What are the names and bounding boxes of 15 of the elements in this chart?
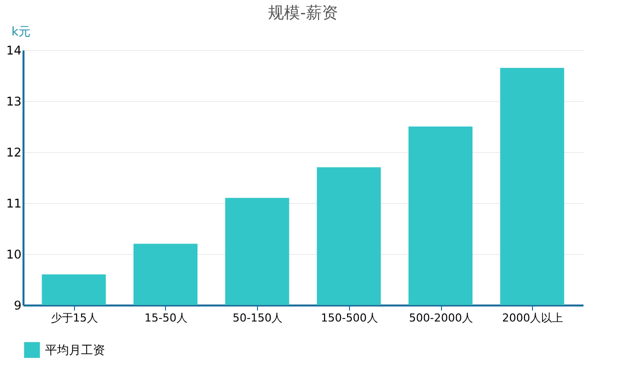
x-tick-label: 50-150人 — [232, 312, 283, 324]
x-tick-label: 150-500人 — [320, 312, 378, 324]
x-tick-label: 15-50人 — [144, 312, 188, 324]
y-tick-label: 12 — [6, 146, 22, 160]
y-tick-label: 14 — [6, 44, 22, 58]
y-axis-title: k元 — [12, 24, 30, 38]
y-tick-label: 10 — [6, 248, 22, 262]
x-tick-label: 500-2000人 — [409, 312, 473, 324]
y-tick-label: 13 — [6, 94, 22, 108]
x-tick-label: 2000人以上 — [502, 312, 564, 324]
legend-label: 平均月工资 — [45, 343, 105, 357]
y-tick-label: 9 — [14, 298, 22, 312]
chart-title: 规模-薪资 — [268, 3, 338, 22]
y-tick-label: 11 — [6, 196, 22, 210]
x-tick-label: 少于15人 — [50, 312, 98, 324]
